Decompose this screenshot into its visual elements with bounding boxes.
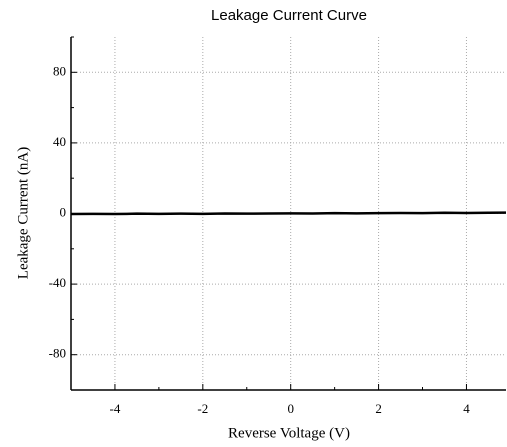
x-tick-label: -2 (197, 401, 208, 416)
x-tick-label: 4 (463, 401, 470, 416)
x-tick-label: 0 (287, 401, 294, 416)
y-tick-label: 0 (60, 204, 67, 219)
y-tick-label: -40 (49, 275, 66, 290)
y-tick-label: -80 (49, 346, 66, 361)
x-axis-label: Reverse Voltage (V) (228, 425, 350, 441)
chart-title: Leakage Current Curve (211, 7, 367, 24)
x-tick-label: -4 (110, 401, 121, 416)
data-line (70, 211, 507, 216)
y-tick-label: 80 (53, 63, 66, 78)
x-tick-label: 2 (375, 401, 382, 416)
y-tick-label: 40 (53, 134, 66, 149)
y-axis-label: Leakage Current (nA) (15, 147, 31, 279)
